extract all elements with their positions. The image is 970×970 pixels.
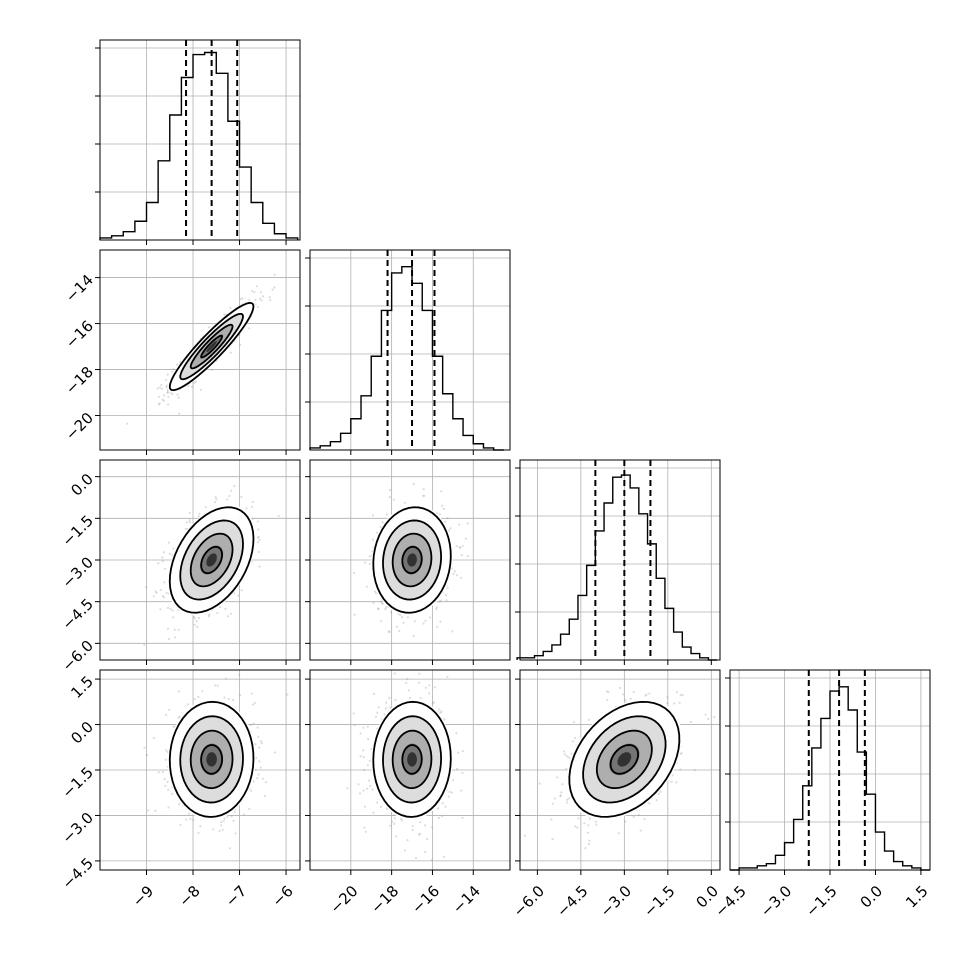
marginal-panel-1 [95, 39, 301, 245]
joint-panel-r3-c2 [305, 459, 511, 665]
contour-line-r4-c3-1 [609, 744, 640, 775]
contour-line-r2-c1-3 [179, 312, 244, 381]
x-tick-label-col2-2: −18 [367, 882, 402, 917]
contour-line-r2-c1-4 [168, 302, 255, 392]
y-tick-label-row2-2: −18 [62, 363, 97, 398]
y-tick-label-row3-3: −3.0 [59, 553, 97, 591]
marginal-histogram-2 [309, 265, 504, 451]
x-tick-label-col3-2: −4.5 [553, 882, 591, 920]
contour-line-r4-c3-4 [568, 700, 681, 818]
joint-panel-r2-c1: −20 −18 −16 −14 [62, 249, 301, 455]
contour-line-r2-c1-2 [189, 323, 234, 370]
contour-line-r4-c2-3 [382, 715, 443, 804]
contour-line-r2-c1-1 [200, 334, 223, 359]
contour-line-r3-c2-2 [391, 532, 433, 588]
y-tick-label-row3-2: −4.5 [59, 595, 97, 633]
contour-line-r4-c1-2 [189, 729, 234, 790]
y-tick-label-row4-3: −1.5 [59, 763, 97, 801]
contour-line-r3-c1-3 [179, 519, 244, 601]
x-tick-label-col4-3: −1.5 [802, 882, 840, 920]
marginal-histogram-1 [99, 51, 299, 240]
joint-panel-r4-c1: −4.5 −3.0 −1.5 0.0 1.5 −9 −8 −7 −6 [59, 669, 301, 910]
x-tick-label-col1-3: −7 [222, 882, 250, 910]
x-tick-label-col3-1: −6.0 [510, 882, 548, 920]
contour-line-r4-c3-3 [582, 715, 667, 804]
density-fill-r3-c2-5 [407, 553, 417, 567]
y-tick-label-row4-5: 1.5 [67, 672, 97, 702]
x-tick-label-col2-1: −20 [326, 882, 361, 917]
x-tick-label-col2-4: −14 [449, 882, 484, 917]
contour-line-r3-c1-4 [168, 506, 255, 614]
marginal-grid-1 [100, 40, 300, 240]
joint-panel-r3-c1: −6.0 −4.5 −3.0−1.5 0.0 [59, 459, 301, 675]
marginal-frame-2 [309, 249, 511, 451]
x-tick-label-col4-2: −3.0 [757, 882, 795, 920]
x-tick-label-col3-4: −1.5 [640, 882, 678, 920]
contour-line-r4-c2-2 [391, 729, 433, 790]
marginal-grid-2 [310, 250, 510, 450]
marginal-panel-2 [305, 249, 511, 455]
density-fill-r3-c1-5 [206, 553, 217, 567]
x-tick-label-col1-4: −6 [268, 882, 296, 910]
density-fill-r4-c1-5 [206, 752, 217, 767]
contour-line-r4-c1-4 [168, 700, 255, 818]
y-tick-label-row2-1: −20 [62, 409, 97, 444]
panel-layer: −4.5 −3.0 −1.5 0.0 1.5−20−18−16−14−6.0−4.5−3… [59, 39, 932, 921]
contour-line-r4-c1-1 [200, 744, 223, 775]
contour-line-r3-c2-4 [372, 506, 452, 614]
x-tick-label-col1-1: −9 [129, 882, 157, 910]
marginal-grid-3 [520, 460, 720, 660]
joint-frame-r2-c1 [99, 249, 301, 451]
x-tick-label-col1-2: −8 [175, 882, 203, 910]
contour-line-r3-c1-1 [200, 545, 223, 575]
contour-line-r4-c3-2 [595, 729, 653, 790]
marginal-frame-3 [519, 459, 721, 661]
x-tick-label-col3-3: −3.0 [597, 882, 635, 920]
y-tick-label-row3-1: −6.0 [59, 637, 97, 675]
contour-line-r3-c2-3 [382, 519, 443, 601]
x-tick-label-col2-3: −16 [408, 882, 443, 917]
marginal-histogram-4 [730, 686, 930, 871]
y-tick-label-row4-2: −3.0 [59, 809, 97, 847]
marginal-grid-4 [730, 670, 930, 870]
marginal-histogram-3 [516, 474, 718, 661]
contour-line-r3-c2-1 [401, 545, 423, 575]
y-tick-label-row3-4: −1.5 [59, 512, 97, 550]
density-fill-r4-c2-5 [407, 752, 417, 767]
y-tick-label-row3-5: 0.0 [67, 470, 97, 500]
marginal-frame-1 [99, 39, 301, 241]
density-fill-r2-c1-5 [206, 341, 217, 352]
joint-panel-r4-c2: −20 −18 −16 −14 [305, 669, 511, 917]
x-tick-label-col4-5: 1.5 [902, 882, 932, 912]
y-tick-label-row4-1: −4.5 [59, 854, 97, 892]
joint-panel-r4-c3: −6.0 −4.5 −3.0 −1.5 0.0 [510, 669, 722, 921]
density-fill-r4-c3-5 [617, 752, 632, 767]
contour-line-r4-c2-1 [401, 744, 423, 775]
y-tick-label-row4-4: 0.0 [67, 718, 97, 748]
y-tick-label-row2-4: −14 [62, 271, 97, 306]
x-tick-label-col4-1: −4.5 [711, 882, 749, 920]
y-tick-label-row2-3: −16 [62, 317, 97, 352]
marginal-panel-4: −4.5 −3.0 −1.5 0.0 1.5 [711, 669, 932, 921]
x-tick-label-col4-4: 0.0 [857, 882, 887, 912]
contour-line-r4-c1-3 [179, 715, 244, 804]
contour-line-r3-c1-2 [189, 532, 234, 588]
marginal-panel-3 [515, 459, 721, 665]
contour-line-r4-c2-4 [372, 700, 452, 818]
